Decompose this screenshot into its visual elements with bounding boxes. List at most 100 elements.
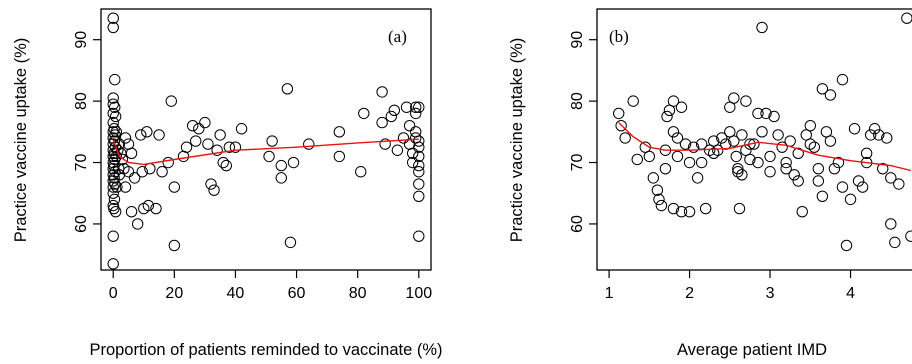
data-point-b bbox=[631, 153, 643, 166]
data-point-a bbox=[190, 135, 202, 147]
data-point-a bbox=[107, 126, 119, 138]
data-point-a bbox=[107, 258, 119, 270]
data-point-b bbox=[744, 153, 756, 166]
data-point-a bbox=[391, 144, 404, 156]
data-point-b bbox=[667, 202, 680, 215]
y-tick-label-b: 60 bbox=[569, 215, 586, 233]
data-point-a bbox=[229, 141, 242, 153]
data-point-a bbox=[119, 181, 132, 193]
data-point-a bbox=[110, 126, 122, 138]
data-point-a bbox=[333, 126, 346, 138]
data-point-b bbox=[671, 132, 684, 144]
data-point-b bbox=[744, 138, 756, 150]
data-point-a bbox=[208, 184, 220, 196]
smooth-lines-b bbox=[618, 122, 912, 172]
x-tick-label-a: 20 bbox=[165, 285, 183, 302]
data-point-a bbox=[168, 239, 181, 252]
data-point-a bbox=[107, 181, 119, 193]
data-point-a bbox=[128, 172, 141, 184]
x-axis-title-a: Proportion of patients reminded to vacci… bbox=[89, 341, 442, 359]
data-point-a bbox=[202, 138, 214, 150]
data-point-b bbox=[683, 205, 696, 218]
data-point-b bbox=[780, 156, 792, 169]
data-point-b bbox=[848, 123, 861, 135]
data-point-a bbox=[156, 166, 168, 178]
data-point-a bbox=[107, 187, 119, 199]
y-tick-label-a: 90 bbox=[73, 31, 90, 49]
data-point-b bbox=[695, 156, 708, 169]
data-point-a bbox=[165, 95, 177, 107]
data-point-b bbox=[720, 138, 732, 150]
data-point-a bbox=[107, 12, 119, 24]
data-point-a bbox=[406, 147, 419, 160]
data-point-a bbox=[275, 159, 287, 172]
data-point-a bbox=[125, 147, 138, 160]
data-point-a bbox=[135, 129, 147, 141]
data-point-a bbox=[109, 110, 122, 123]
panel-label-b: (b) bbox=[609, 27, 629, 46]
data-point-a bbox=[205, 178, 217, 190]
data-point-a bbox=[413, 101, 425, 113]
data-point-a bbox=[136, 166, 148, 178]
data-point-b bbox=[832, 156, 845, 169]
x-axis-b: 12345 bbox=[605, 270, 855, 302]
data-point-b bbox=[836, 181, 849, 193]
data-point-a bbox=[211, 144, 223, 156]
y-axis-title-a: Practice vaccine uptake (%) bbox=[12, 38, 30, 243]
data-point-a bbox=[142, 199, 155, 212]
data-point-a bbox=[413, 178, 425, 190]
data-point-a bbox=[199, 116, 211, 129]
y-tick-label-b: 80 bbox=[569, 92, 586, 110]
data-point-b bbox=[712, 144, 724, 156]
data-point-a bbox=[116, 153, 129, 166]
y-axis-b: 60 70 80 90 bbox=[569, 31, 597, 233]
x-tick-label-a: 40 bbox=[227, 285, 245, 302]
data-point-b bbox=[768, 110, 780, 123]
data-point-a bbox=[413, 159, 425, 172]
data-point-a bbox=[303, 138, 315, 150]
data-point-a bbox=[376, 86, 388, 98]
data-point-b bbox=[691, 172, 704, 184]
x-tick-label-a: 80 bbox=[349, 285, 367, 302]
smooth-lines-a bbox=[112, 138, 419, 166]
data-point-b bbox=[776, 141, 788, 153]
y-axis-a: 60 70 80 90 bbox=[73, 31, 101, 233]
data-point-a bbox=[403, 119, 416, 132]
data-point-a bbox=[168, 181, 181, 193]
data-point-b bbox=[687, 141, 700, 153]
data-point-a bbox=[107, 107, 119, 120]
smooth-curve-a bbox=[112, 138, 419, 166]
plot-frame-a bbox=[100, 8, 432, 271]
x-tick-label-b: 1 bbox=[605, 285, 614, 302]
data-point-b bbox=[615, 119, 627, 132]
data-point-b bbox=[675, 205, 688, 218]
data-point-b bbox=[893, 178, 905, 190]
data-point-b bbox=[659, 162, 672, 175]
data-point-b bbox=[683, 156, 696, 169]
data-point-b bbox=[647, 172, 660, 184]
data-point-a bbox=[107, 230, 119, 242]
data-point-b bbox=[716, 132, 728, 144]
scatter-points-a bbox=[107, 12, 425, 270]
x-tick-label-a: 60 bbox=[288, 285, 306, 302]
data-point-a bbox=[107, 138, 119, 150]
data-point-b bbox=[864, 129, 877, 141]
x-tick-label-a: 100 bbox=[405, 285, 432, 302]
data-point-b bbox=[699, 202, 712, 215]
data-point-a bbox=[220, 159, 232, 172]
data-point-a bbox=[153, 129, 165, 141]
data-point-b bbox=[653, 193, 665, 206]
data-point-a bbox=[287, 156, 300, 169]
data-point-b bbox=[788, 169, 800, 181]
data-point-b bbox=[856, 181, 869, 193]
data-point-b bbox=[728, 92, 740, 104]
data-point-b bbox=[873, 129, 885, 141]
data-point-a bbox=[355, 166, 367, 178]
data-point-a bbox=[119, 132, 132, 144]
data-point-a bbox=[281, 83, 294, 95]
data-point-a bbox=[413, 166, 425, 178]
data-point-a bbox=[397, 132, 410, 144]
data-point-b bbox=[836, 73, 849, 86]
plot-frame-b bbox=[596, 8, 912, 271]
